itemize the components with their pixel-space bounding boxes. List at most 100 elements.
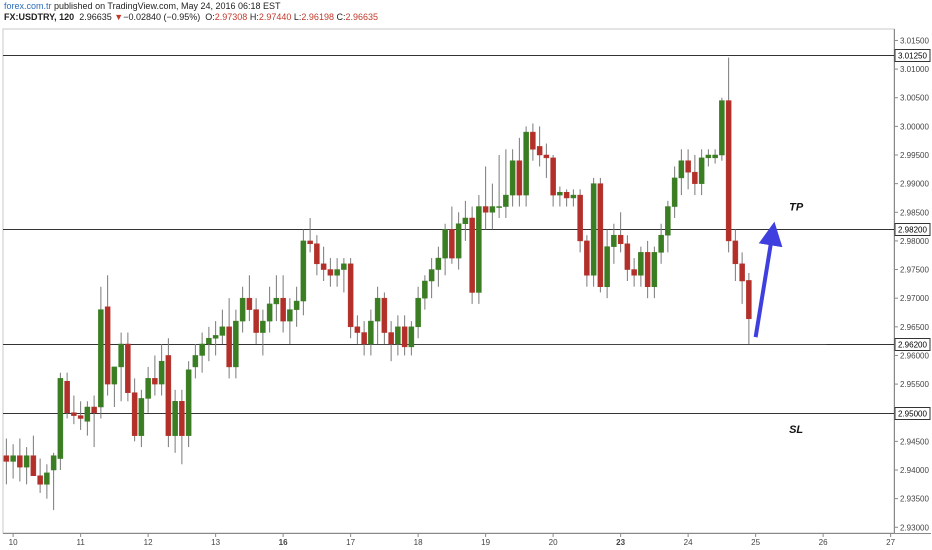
candle-body	[138, 398, 145, 436]
close-value: 2.96635	[345, 12, 379, 22]
candle-body	[314, 243, 320, 265]
candle-body	[354, 326, 361, 333]
candle-body	[347, 263, 354, 328]
y-tick-label: 2.97500	[900, 266, 929, 275]
candle-body	[658, 234, 664, 253]
candle-body	[415, 297, 421, 328]
y-tick-label: 2.99000	[900, 180, 929, 189]
publisher-link[interactable]: forex.com.tr	[4, 1, 52, 11]
x-tick-label: 16	[279, 538, 288, 547]
plot-area	[2, 28, 895, 534]
candle-body	[395, 326, 401, 345]
candle-body	[435, 257, 442, 270]
top-level-price-box	[894, 49, 931, 62]
y-tick-label: 2.99500	[900, 151, 929, 160]
candle-body	[260, 320, 266, 333]
candle-body	[253, 309, 259, 333]
y-tick-label: 3.00000	[900, 122, 929, 131]
top-level-price-label: 3.01250	[898, 52, 927, 61]
candle-body	[57, 378, 64, 459]
candle-body	[557, 191, 563, 196]
x-tick-label: 23	[616, 538, 625, 547]
candle-body	[118, 343, 124, 368]
candle-body	[361, 332, 367, 345]
candle-body	[732, 240, 739, 265]
candle-body	[300, 240, 307, 302]
candle-body	[739, 263, 745, 282]
candle-body	[638, 252, 644, 276]
y-tick-label: 2.98000	[900, 237, 929, 246]
x-tick-label: 10	[9, 538, 18, 547]
chart-header: forex.com.tr published on TradingView.co…	[4, 1, 378, 23]
x-tick-label: 11	[76, 538, 85, 547]
candle-body	[725, 100, 732, 242]
candle-body	[604, 246, 610, 287]
candle-body	[644, 252, 651, 287]
support-level-price-label: 2.96200	[898, 341, 927, 350]
x-tick-label: 12	[144, 538, 153, 547]
candle-body	[334, 269, 340, 276]
candle-body	[550, 157, 556, 196]
candle-body	[84, 406, 91, 422]
candle-body	[192, 355, 199, 368]
x-tick-label: 27	[886, 538, 895, 547]
candle-body	[570, 194, 577, 199]
low-label: L:	[293, 12, 302, 22]
target-arrow	[753, 221, 783, 338]
candle-body	[23, 455, 30, 468]
candle-body	[503, 194, 509, 207]
candle-body	[273, 297, 280, 305]
candle-body	[91, 406, 97, 413]
candle-body	[293, 300, 300, 310]
x-tick-label: 13	[211, 538, 220, 547]
y-tick-label: 3.01000	[900, 65, 929, 74]
publish-info: published on TradingView.com, May 24, 20…	[54, 1, 281, 11]
candle-body	[462, 217, 469, 224]
candle-body	[125, 343, 131, 393]
candle-body	[597, 183, 604, 287]
candle-body	[179, 401, 185, 436]
candle-body	[705, 154, 712, 159]
tp-level-price-box	[894, 223, 931, 236]
publish-line: forex.com.tr published on TradingView.co…	[4, 1, 378, 12]
candle-body	[401, 326, 408, 348]
candle-body	[530, 131, 536, 150]
candle-body	[651, 252, 658, 287]
candle-body	[111, 366, 118, 385]
candle-body	[408, 326, 415, 348]
candle-body	[698, 157, 705, 184]
candle-body	[30, 455, 37, 476]
x-tick-label: 18	[414, 538, 423, 547]
candle-body	[469, 217, 475, 293]
candle-body	[584, 240, 590, 276]
candle-body	[523, 131, 529, 196]
candle-body	[199, 343, 205, 356]
candle-body	[476, 206, 482, 293]
candle-body	[590, 183, 597, 276]
y-tick-label: 3.01500	[900, 36, 929, 45]
y-tick-label: 2.97000	[900, 294, 929, 303]
x-tick-label: 17	[346, 538, 355, 547]
x-tick-label: 24	[684, 538, 693, 547]
candle-body	[496, 206, 502, 208]
candle-body	[368, 320, 374, 345]
candle-body	[617, 234, 624, 245]
candle-body	[266, 303, 273, 322]
candle-body	[692, 171, 698, 184]
candle-body	[422, 280, 428, 299]
candle-body	[307, 240, 313, 245]
candle-body	[678, 160, 685, 179]
y-tick-label: 2.98500	[900, 208, 929, 217]
support-level-price-box	[894, 338, 931, 351]
high-value: 2.97440	[258, 12, 292, 22]
y-tick-label: 2.96500	[900, 323, 929, 332]
candle-body	[381, 297, 388, 333]
y-tick-label: 2.95500	[900, 380, 929, 389]
candle-body	[543, 154, 550, 159]
candle-body	[563, 191, 570, 199]
candle-body	[219, 326, 226, 336]
candle-body	[233, 320, 239, 368]
candle-body	[64, 380, 70, 413]
